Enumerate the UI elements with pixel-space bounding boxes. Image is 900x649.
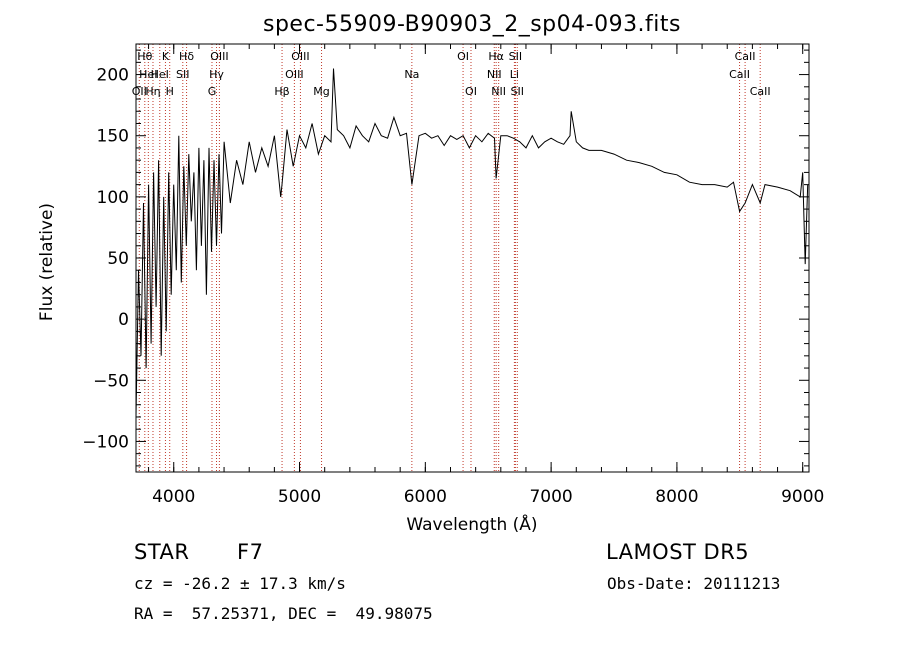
redshift-velocity: cz = -26.2 ± 17.3 km/s: [134, 574, 346, 593]
y-tick-label-2: 0: [118, 310, 129, 330]
line-label-6: H: [166, 85, 174, 98]
line-markers: [138, 44, 761, 472]
x-tick-label-0: 4000: [152, 487, 195, 507]
line-label-13: OIII: [285, 68, 303, 81]
line-label-7: SII: [176, 68, 189, 81]
line-label-0: OII: [132, 85, 147, 98]
x-tick-label-2: 6000: [404, 487, 447, 507]
plot-frame: [135, 43, 810, 473]
line-label-9: G: [208, 85, 217, 98]
line-label-21: NII: [491, 85, 506, 98]
line-label-27: CaII: [750, 85, 771, 98]
line-label-19: NII: [487, 68, 502, 81]
y-axis-label: Flux (relative): [37, 203, 57, 321]
line-label-23: SII: [509, 50, 522, 63]
y-tick-label-6: 200: [97, 66, 129, 86]
y-tick-label-1: −50: [93, 371, 129, 391]
line-label-2: HeI: [139, 68, 157, 81]
y-tick-label-3: 50: [107, 249, 129, 269]
x-tick-label-5: 9000: [781, 487, 824, 507]
line-label-3: Hη: [145, 85, 160, 98]
line-label-24: SII: [511, 85, 524, 98]
line-label-15: Mg: [313, 85, 329, 98]
x-axis-label: Wavelength (Å): [406, 513, 537, 535]
spectrum-line: [135, 68, 809, 418]
line-label-18: OI: [465, 85, 477, 98]
line-labels: OIIHθHeIHηHeIKHSIIHδGHγOIIIHβOIIIOIIIMgN…: [132, 50, 771, 98]
line-label-14: OIII: [291, 50, 309, 63]
line-label-25: CaII: [729, 68, 750, 81]
line-label-20: Hα: [488, 50, 504, 63]
line-label-17: OI: [457, 50, 469, 63]
line-label-1: Hθ: [137, 50, 152, 63]
chart-title: spec-55909-B90903_2_sp04-093.fits: [263, 12, 681, 37]
x-tick-label-1: 5000: [278, 487, 321, 507]
line-label-8: Hδ: [179, 50, 194, 63]
line-label-4: HeI: [151, 68, 169, 81]
y-tick-label-0: −100: [82, 432, 129, 452]
line-label-26: CaII: [735, 50, 756, 63]
y-tick-label-4: 100: [97, 188, 129, 208]
line-label-12: Hβ: [274, 85, 289, 98]
y-axis-ticks: −100 −50 0 50 100 150 200: [82, 49, 809, 467]
line-label-11: OIII: [210, 50, 228, 63]
object-class: STAR: [134, 540, 190, 564]
x-tick-label-3: 7000: [529, 487, 572, 507]
coordinates: RA = 57.25371, DEC = 49.98075: [134, 604, 433, 623]
observation-date: Obs-Date: 20111213: [607, 574, 781, 593]
survey-release: LAMOST DR5: [606, 540, 750, 564]
line-label-22: Li: [510, 68, 519, 81]
line-label-10: Hγ: [209, 68, 224, 81]
y-tick-label-5: 150: [97, 127, 129, 147]
line-label-5: K: [162, 50, 170, 63]
object-subclass: F7: [237, 540, 264, 564]
x-axis-ticks: 4000 5000 6000 7000 8000 9000: [148, 44, 824, 507]
x-tick-label-4: 8000: [655, 487, 698, 507]
line-label-16: Na: [404, 68, 419, 81]
